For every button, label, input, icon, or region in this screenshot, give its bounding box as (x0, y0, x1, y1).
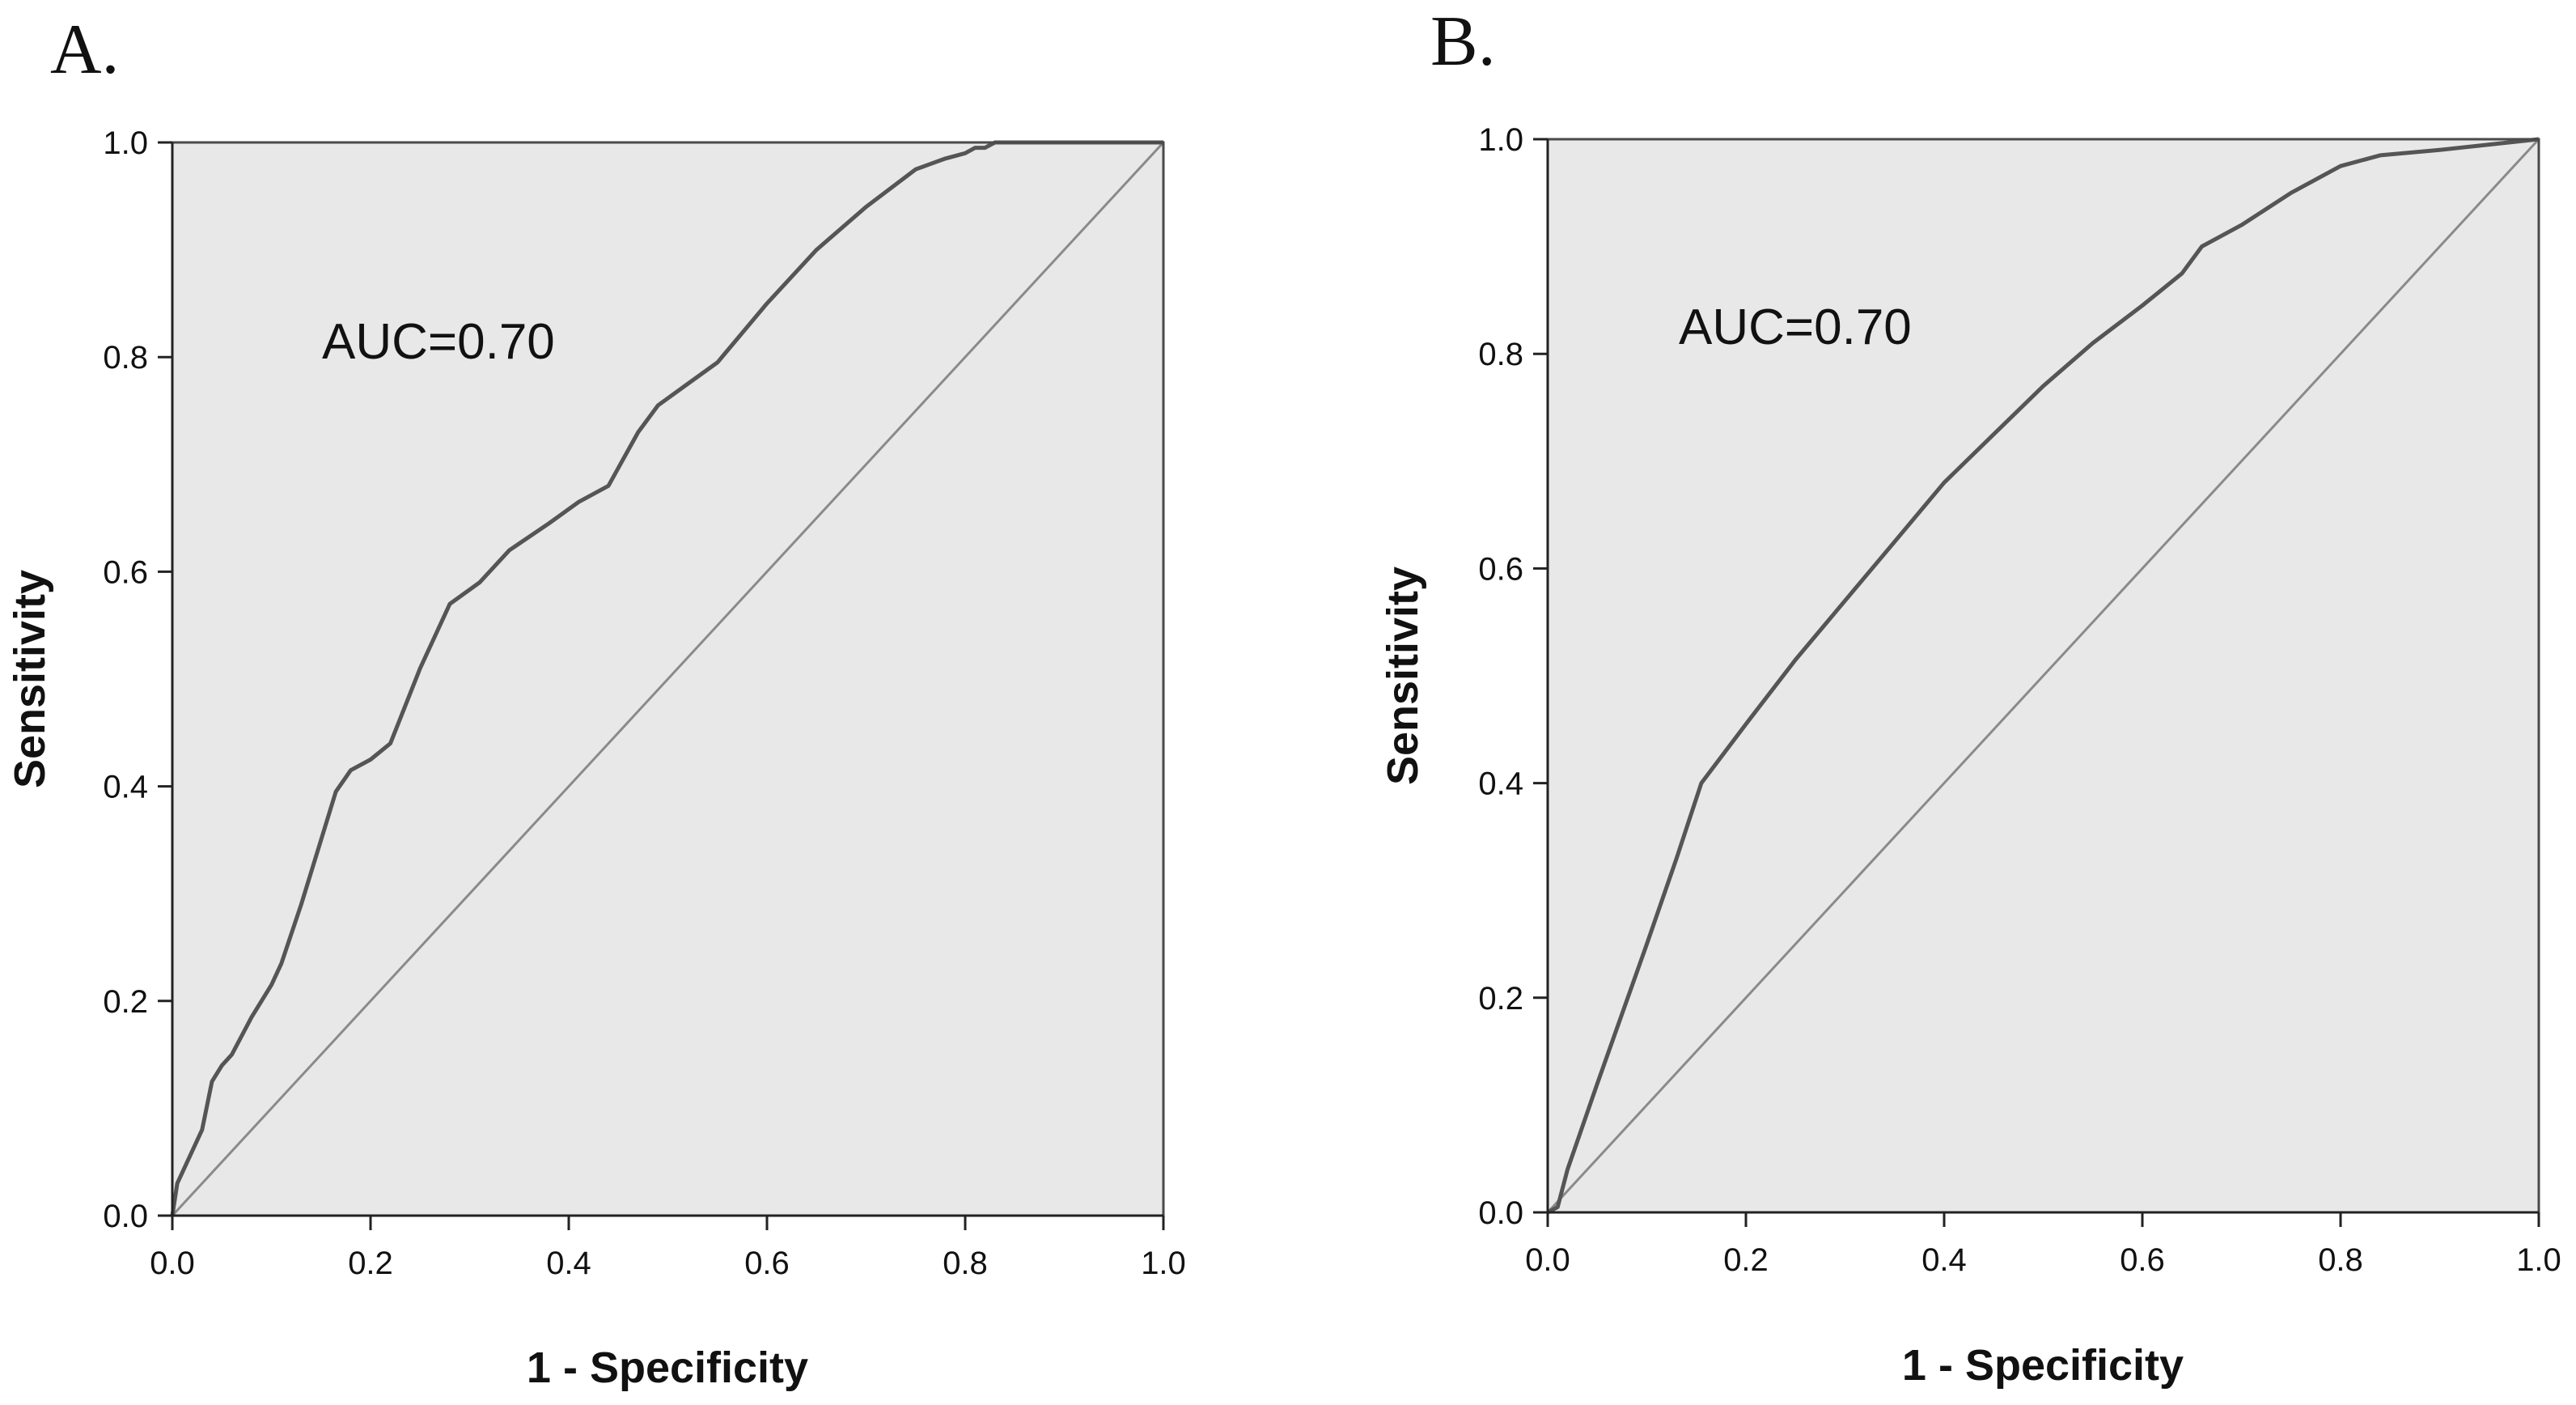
y-tick-label: 1.0 (103, 125, 148, 161)
y-tick-label: 0.6 (1478, 551, 1523, 587)
x-tick-label: 1.0 (2516, 1242, 2561, 1278)
x-tick-label: 0.4 (1921, 1242, 1967, 1278)
reference-line (1546, 138, 2540, 1214)
roc-panel-a: A. AUC=0.70 0.0 0.2 0.4 0.6 0.8 1.0 0.0 0.2 0.4… (6, 11, 1186, 1392)
roc-panel-b: B. AUC=0.70 0.0 0.2 0.4 0.6 0.8 1.0 0.0 0.2 0.4… (1379, 2, 2561, 1390)
x-axis-title: 1 - Specificity (1902, 1341, 2184, 1390)
x-tick-label: 0.8 (943, 1246, 988, 1281)
y-axis-title: Sensitivity (1379, 567, 1427, 785)
x-tick-label: 0.0 (150, 1246, 195, 1281)
x-axis-title: 1 - Specificity (527, 1343, 808, 1392)
y-axis-title: Sensitivity (6, 570, 54, 788)
roc-curve (170, 140, 1163, 1216)
x-tick-label: 0.2 (348, 1246, 393, 1281)
x-tick-label: 0.4 (546, 1246, 591, 1281)
y-tick-label: 0.8 (103, 340, 148, 376)
panel-label: A. (50, 11, 120, 89)
y-tick-label: 0.8 (1478, 337, 1523, 372)
x-tick-label: 0.8 (2318, 1242, 2363, 1278)
roc-curve (1546, 137, 2540, 1215)
y-tick-label: 1.0 (1478, 122, 1523, 158)
x-tick-label: 0.6 (744, 1246, 790, 1281)
y-tick-label: 0.6 (103, 554, 148, 590)
x-axis: 0.0 0.2 0.4 0.6 0.8 1.0 (150, 1214, 1186, 1281)
y-axis: 0.0 0.2 0.4 0.6 0.8 1.0 (1478, 122, 1549, 1231)
x-axis: 0.0 0.2 0.4 0.6 0.8 1.0 (1525, 1211, 2561, 1278)
auc-annotation: AUC=0.70 (322, 314, 555, 370)
x-tick-label: 1.0 (1141, 1246, 1186, 1281)
y-tick-label: 0.2 (1478, 981, 1523, 1017)
x-tick-label: 0.0 (1525, 1242, 1570, 1278)
y-tick-label: 0.0 (103, 1199, 148, 1234)
y-axis: 0.0 0.2 0.4 0.6 0.8 1.0 (103, 125, 174, 1234)
y-tick-label: 0.4 (103, 770, 148, 805)
x-tick-label: 0.2 (1723, 1242, 1769, 1278)
reference-line (171, 141, 1165, 1217)
auc-annotation: AUC=0.70 (1679, 299, 1912, 355)
x-tick-label: 0.6 (2120, 1242, 2165, 1278)
panel-label: B. (1430, 2, 1496, 81)
y-tick-label: 0.2 (103, 984, 148, 1020)
y-tick-label: 0.0 (1478, 1195, 1523, 1231)
y-tick-label: 0.4 (1478, 766, 1523, 802)
